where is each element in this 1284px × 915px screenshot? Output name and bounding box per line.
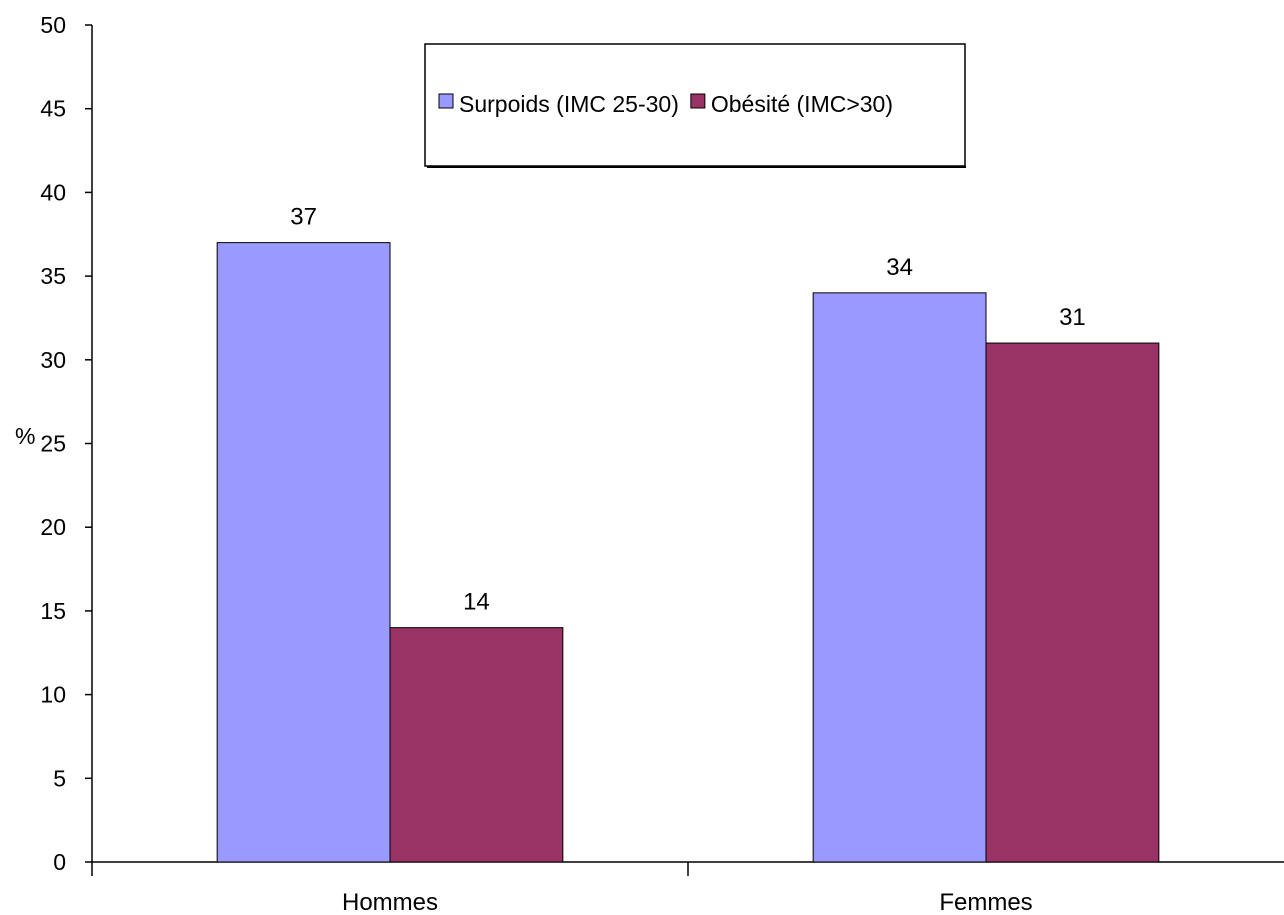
y-axis-title: % (15, 423, 35, 449)
y-tick-label: 30 (40, 347, 66, 373)
y-tick-label: 20 (40, 514, 66, 540)
legend: Surpoids (IMC 25-30) Obésité (IMC>30) (424, 43, 966, 168)
bars (216, 242, 1160, 863)
y-tick-label: 50 (40, 12, 66, 38)
legend-swatch (690, 93, 706, 109)
y-tick-label: 15 (40, 598, 66, 624)
data-label: 14 (463, 589, 490, 616)
bar (985, 342, 1160, 863)
data-labels: 37 14 34 31 (290, 204, 1086, 616)
data-label: 37 (290, 204, 317, 231)
x-category-label: Hommes (342, 889, 438, 915)
bar (812, 292, 987, 863)
y-tick-label: 10 (40, 682, 66, 708)
data-label: 31 (1059, 304, 1086, 331)
legend-label: Surpoids (IMC 25-30) (459, 91, 679, 117)
data-label: 34 (886, 254, 913, 281)
y-tick-label: 5 (53, 765, 66, 791)
y-tick-label: 35 (40, 263, 66, 289)
bar (216, 242, 391, 863)
x-category-label: Femmes (939, 889, 1032, 915)
y-tick-label: 0 (53, 849, 66, 875)
y-axis: 0 5 10 15 20 25 30 35 40 45 50 (40, 12, 93, 875)
y-tick-label: 40 (40, 179, 66, 205)
x-axis: Hommes Femmes (91, 861, 1284, 915)
legend-swatch (438, 93, 454, 109)
y-tick-label: 45 (40, 96, 66, 122)
bar (389, 627, 564, 863)
y-tick-label: 25 (40, 431, 66, 457)
legend-label: Obésité (IMC>30) (711, 91, 893, 117)
